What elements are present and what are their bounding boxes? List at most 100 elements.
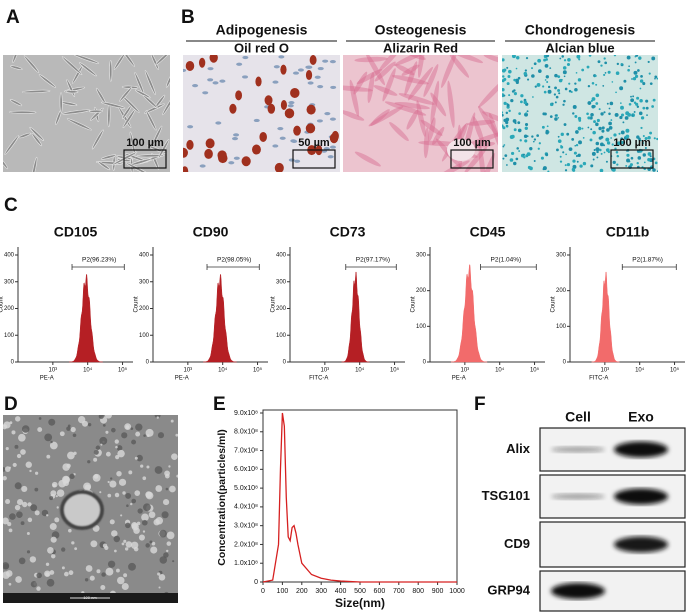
speck — [564, 169, 568, 172]
vesicle — [18, 433, 26, 442]
column-header: Exo — [628, 409, 654, 425]
speck — [645, 106, 649, 110]
vesicle — [48, 418, 56, 426]
matrix — [473, 141, 496, 148]
vesicle — [50, 553, 56, 559]
speck — [654, 75, 658, 79]
plot-axes — [289, 247, 405, 363]
matrix — [404, 55, 426, 60]
x-tick-label: 300 — [315, 588, 327, 595]
speck — [517, 76, 521, 80]
speck — [515, 67, 518, 70]
panel-label: D — [4, 394, 18, 415]
speck — [604, 61, 608, 65]
matrix — [384, 101, 427, 116]
speck — [645, 99, 649, 103]
speck — [537, 58, 542, 63]
speck — [651, 56, 656, 61]
aggregate — [60, 490, 104, 530]
y-tick-label: 8.0x10⁸ — [234, 429, 258, 436]
nucleus — [314, 75, 321, 79]
speck — [598, 126, 602, 131]
speck — [614, 147, 617, 150]
vesicle — [111, 530, 118, 537]
speck — [577, 153, 581, 157]
scale-bar-label: 100 µm — [453, 137, 491, 149]
matrix — [464, 146, 488, 172]
cell — [31, 156, 38, 172]
y-tick-label: 300 — [556, 253, 567, 259]
speck — [515, 157, 519, 161]
y-tick-label: 1.0x10⁸ — [234, 560, 258, 567]
y-tick-label: 0 — [11, 360, 15, 366]
speck — [614, 112, 619, 117]
vesicle — [72, 433, 77, 438]
speck — [576, 55, 581, 59]
speck — [523, 100, 527, 105]
speck — [582, 161, 587, 166]
vesicle — [141, 519, 148, 526]
speck — [506, 82, 510, 86]
speck — [642, 106, 646, 110]
speck — [602, 84, 605, 87]
y-tick-label: 200 — [416, 288, 427, 294]
vesicle — [135, 423, 143, 431]
speck — [638, 56, 642, 60]
speck — [627, 112, 632, 117]
speck — [581, 127, 584, 130]
speck — [594, 74, 597, 78]
speck — [615, 91, 617, 94]
speck — [604, 72, 607, 74]
speck — [601, 129, 605, 133]
vesicle — [120, 514, 123, 517]
nucleus — [292, 71, 299, 75]
speck — [601, 126, 605, 130]
speck — [522, 153, 526, 156]
y-tick-label: 200 — [4, 306, 15, 312]
speck — [608, 107, 611, 110]
speck — [523, 156, 526, 159]
y-tick-label: 300 — [139, 279, 150, 285]
speck — [504, 154, 508, 158]
speck — [652, 168, 656, 172]
speck — [565, 153, 567, 156]
matrix — [417, 55, 426, 78]
speck — [554, 114, 557, 117]
vesicle — [121, 432, 128, 439]
vesicle — [25, 461, 32, 468]
speck — [543, 112, 547, 116]
speck — [607, 70, 611, 74]
vesicle — [126, 504, 129, 507]
cell — [9, 99, 23, 107]
speck — [630, 156, 634, 160]
y-tick-label: 2.0x10⁸ — [234, 541, 258, 548]
speck — [608, 125, 613, 130]
cell — [165, 73, 170, 88]
speck — [637, 156, 642, 160]
x-tick-label: 10⁴ — [355, 367, 365, 374]
vesicle — [171, 453, 178, 460]
vesicle — [156, 416, 159, 419]
speck — [587, 84, 591, 88]
speck — [656, 137, 658, 141]
plot-frame — [262, 409, 458, 583]
scale-bar-label: 100 µm — [126, 137, 164, 149]
speck — [563, 59, 567, 62]
x-tick-label: 700 — [393, 588, 405, 595]
x-axis-label: FITC-A — [589, 376, 608, 382]
speck — [562, 70, 567, 75]
vesicle — [9, 421, 13, 425]
vesicle — [149, 540, 153, 544]
column-header: Cell — [565, 409, 591, 425]
speck — [587, 101, 592, 105]
vesicle — [111, 427, 116, 433]
vesicle — [150, 546, 158, 554]
cell — [144, 103, 165, 114]
matrix — [423, 127, 430, 159]
x-tick-label: 10³ — [601, 368, 610, 374]
speck — [557, 75, 561, 79]
plot-axes — [17, 247, 133, 363]
nucleus — [273, 65, 280, 69]
speck — [527, 165, 532, 170]
row-label: TSG101 — [482, 488, 530, 503]
